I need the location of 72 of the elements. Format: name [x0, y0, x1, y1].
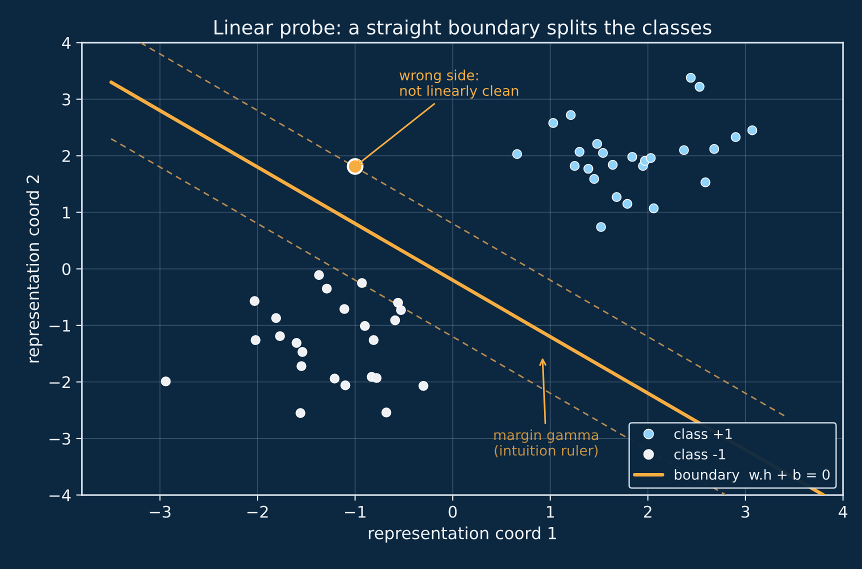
y-tick-label: −1: [50, 320, 70, 332]
annotation: wrong side: not linearly clean: [400, 70, 518, 99]
point: [548, 118, 558, 128]
point: [346, 158, 364, 175]
point: [648, 203, 659, 214]
point: [368, 335, 379, 346]
point: [622, 198, 632, 209]
point: [583, 164, 594, 174]
legend-label: class +1: [674, 428, 732, 440]
point: [330, 374, 340, 384]
point: [747, 125, 758, 136]
y-tick-label: −4: [50, 489, 71, 502]
point: [730, 132, 741, 142]
point: [250, 335, 261, 346]
point: [250, 296, 260, 306]
point: [700, 177, 710, 188]
point: [570, 161, 580, 171]
y-tick-label: 2: [62, 150, 70, 162]
x-tick-label: −1: [345, 506, 366, 518]
chart-title: Linear probe: a straight boundary splits the classes: [214, 20, 712, 38]
point: [339, 304, 350, 314]
point: [679, 145, 689, 156]
point: [322, 284, 332, 294]
point: [381, 408, 392, 418]
point: [709, 144, 720, 154]
point: [275, 331, 285, 342]
point: [512, 149, 522, 159]
point: [612, 192, 622, 202]
point: [686, 72, 696, 83]
point: [596, 222, 606, 232]
point: [360, 321, 370, 331]
point: [160, 376, 171, 386]
point: [574, 146, 584, 157]
point: [390, 315, 400, 326]
x-tick-label: 3: [742, 506, 750, 518]
point: [592, 138, 602, 149]
point: [418, 380, 428, 391]
y-tick-label: 0: [62, 263, 70, 276]
point: [271, 313, 281, 323]
point: [589, 174, 600, 184]
x-tick-label: −2: [247, 506, 268, 518]
x-tick-label: 1: [546, 506, 554, 518]
y-axis-title: representation coord 2: [26, 175, 42, 362]
legend-label: class -1: [674, 448, 726, 460]
point: [566, 110, 576, 120]
point: [627, 152, 638, 162]
point: [694, 82, 705, 92]
y-tick-label: 3: [62, 93, 70, 106]
y-tick-label: −3: [50, 432, 70, 445]
point: [646, 153, 656, 163]
point: [396, 305, 406, 316]
y-tick-label: −2: [50, 376, 70, 388]
point: [393, 298, 403, 308]
point: [357, 278, 367, 288]
point: [372, 373, 382, 383]
x-axis-title: representation coord 1: [368, 526, 556, 543]
point: [296, 361, 306, 372]
point: [292, 338, 302, 348]
point: [296, 408, 306, 418]
point: [298, 347, 308, 357]
point: [340, 380, 350, 390]
point: [314, 270, 324, 280]
point: [608, 160, 618, 170]
y-tick-label: 4: [62, 37, 71, 49]
point: [598, 148, 608, 158]
x-tick-label: 0: [448, 506, 457, 518]
x-tick-label: −3: [150, 506, 170, 518]
x-tick-label: 2: [644, 506, 652, 518]
annotation: margin gamma (intuition ruler): [494, 429, 598, 458]
y-tick-label: 1: [63, 206, 70, 218]
legend-label: boundary w.h + b = 0: [674, 469, 830, 483]
x-tick-label: 4: [838, 506, 848, 518]
